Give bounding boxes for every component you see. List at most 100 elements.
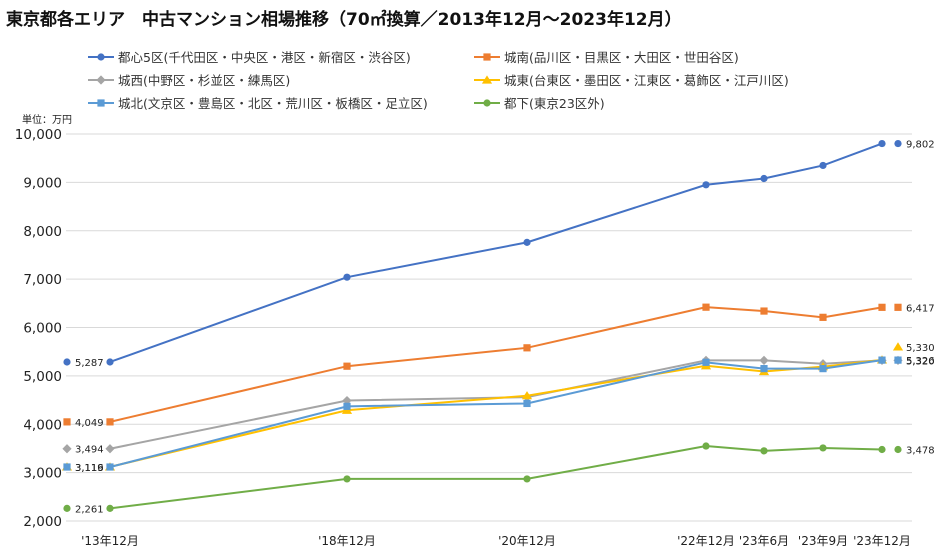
data-point bbox=[523, 238, 531, 246]
legend-marker bbox=[97, 99, 105, 107]
start-marker bbox=[62, 444, 72, 454]
end-marker bbox=[894, 445, 902, 454]
data-point bbox=[759, 355, 769, 365]
legend-label: 都下(東京23区外) bbox=[504, 96, 605, 111]
legend-marker bbox=[97, 53, 105, 61]
end-value-label: 3,478 bbox=[906, 446, 935, 457]
series-0: 5,287 9,802 bbox=[63, 139, 935, 369]
y-tick-label: 9,000 bbox=[23, 175, 62, 191]
y-tick-label: 2,000 bbox=[23, 514, 62, 530]
legend-item-4: 城北(文京区・豊島区・北区・荒川区・板橋区・足立区) bbox=[88, 96, 428, 111]
x-tick-label: '13年12月 bbox=[81, 534, 139, 548]
series-2: 3,494 5,320 bbox=[62, 355, 935, 456]
data-point bbox=[343, 273, 351, 281]
start-marker bbox=[63, 504, 71, 512]
data-point bbox=[523, 344, 531, 352]
data-point bbox=[819, 161, 827, 170]
data-point bbox=[878, 356, 886, 364]
legend-item-0: 都心5区(千代田区・中央区・港区・新宿区・渋谷区) bbox=[88, 50, 411, 65]
data-point bbox=[702, 442, 710, 450]
x-tick-label: '23年9月 bbox=[798, 534, 848, 548]
x-tick-label: '22年12月 bbox=[677, 534, 735, 548]
data-point bbox=[819, 365, 827, 373]
y-tick-label: 5,000 bbox=[23, 369, 62, 385]
data-point bbox=[523, 399, 531, 408]
series-5: 2,261 3,478 bbox=[63, 442, 935, 515]
data-point bbox=[343, 475, 351, 483]
x-tick-label: '23年12月 bbox=[853, 534, 911, 548]
data-point bbox=[523, 475, 531, 483]
end-value-label: 9,802 bbox=[906, 140, 935, 151]
series-1: 4,049 6,417 bbox=[63, 303, 935, 429]
y-tick-label: 4,000 bbox=[23, 417, 62, 433]
gridlines bbox=[66, 133, 912, 522]
data-point bbox=[702, 303, 710, 311]
data-point bbox=[760, 365, 768, 373]
legend-label: 城南(品川区・目黒区・大田区・世田谷区) bbox=[504, 50, 739, 65]
series-line bbox=[109, 445, 883, 510]
data-point bbox=[343, 402, 351, 410]
legend-label: 城北(文京区・豊島区・北区・荒川区・板橋区・足立区) bbox=[118, 96, 428, 111]
data-point bbox=[760, 174, 768, 183]
end-marker bbox=[892, 342, 904, 351]
end-marker bbox=[894, 303, 902, 311]
data-point bbox=[760, 447, 768, 455]
legend-marker bbox=[96, 75, 106, 85]
data-point bbox=[106, 358, 114, 366]
legend: 都心5区(千代田区・中央区・港区・新宿区・渋谷区) 城南(品川区・目黒区・大田区・… bbox=[88, 50, 789, 111]
data-point bbox=[105, 444, 115, 454]
data-point bbox=[819, 444, 827, 452]
start-value-label: 5,287 bbox=[75, 358, 104, 369]
y-tick-label: 3,000 bbox=[23, 466, 62, 482]
data-point bbox=[819, 313, 827, 321]
start-marker bbox=[63, 358, 71, 366]
start-marker bbox=[63, 418, 71, 426]
end-value-label: 6,417 bbox=[906, 303, 935, 314]
start-value-label: 2,261 bbox=[75, 504, 104, 515]
data-point bbox=[878, 303, 886, 311]
start-marker bbox=[63, 463, 71, 471]
y-tick-label: 8,000 bbox=[23, 224, 62, 240]
series-4: 3,116 5,326 bbox=[63, 356, 935, 474]
y-tick-label: 7,000 bbox=[23, 272, 62, 288]
unit-label: 単位：万円 bbox=[22, 113, 72, 126]
data-point bbox=[702, 358, 710, 366]
y-tick-label: 10,000 bbox=[15, 127, 62, 143]
end-value-label: 5,330 bbox=[906, 343, 935, 354]
data-point bbox=[702, 181, 710, 189]
legend-item-1: 城南(品川区・目黒区・大田区・世田谷区) bbox=[474, 50, 739, 65]
x-tick-label: '18年12月 bbox=[318, 534, 376, 548]
series-group: 5,287 9,802 4,049 6,417 3,494 5,320 3,119 5,330… bbox=[61, 139, 935, 515]
data-point bbox=[106, 463, 114, 471]
x-tick-label: '23年6月 bbox=[739, 534, 789, 548]
y-tick-label: 6,000 bbox=[23, 321, 62, 337]
start-value-label: 3,116 bbox=[75, 463, 104, 474]
x-tick-label: '20年12月 bbox=[498, 534, 556, 548]
data-point bbox=[878, 139, 886, 148]
data-point bbox=[106, 504, 114, 512]
legend-label: 都心5区(千代田区・中央区・港区・新宿区・渋谷区) bbox=[118, 50, 411, 65]
legend-item-3: 城東(台東区・墨田区・江東区・葛飾区・江戸川区) bbox=[474, 73, 789, 88]
legend-marker bbox=[483, 99, 491, 107]
legend-label: 城西(中野区・杉並区・練馬区) bbox=[118, 73, 290, 88]
start-value-label: 3,119 bbox=[75, 463, 104, 474]
data-point bbox=[521, 391, 533, 400]
chart-title: 東京都各エリア 中古マンション相場推移（70㎡換算／2013年12月～2023年… bbox=[6, 9, 682, 30]
y-axis: 2,000 3,000 4,000 5,000 6,000 7,000 8,000 9,000… bbox=[15, 127, 62, 530]
legend-item-5: 都下(東京23区外) bbox=[474, 96, 605, 111]
legend-item-2: 城西(中野区・杉並区・練馬区) bbox=[88, 73, 290, 88]
end-value-label: 5,326 bbox=[906, 356, 935, 367]
data-point bbox=[760, 307, 768, 315]
data-point bbox=[343, 362, 351, 370]
end-marker bbox=[894, 139, 902, 148]
end-marker bbox=[894, 356, 902, 364]
start-value-label: 3,494 bbox=[75, 445, 104, 456]
legend-label: 城東(台東区・墨田区・江東区・葛飾区・江戸川区) bbox=[504, 73, 789, 88]
data-point bbox=[106, 418, 114, 426]
legend-marker bbox=[483, 53, 491, 61]
start-value-label: 4,049 bbox=[75, 418, 104, 429]
end-value-label: 5,320 bbox=[906, 356, 935, 367]
x-axis: '13年12月 '18年12月 '20年12月 '22年12月 '23年6月 '23年9月… bbox=[81, 534, 911, 548]
data-point bbox=[878, 445, 886, 454]
